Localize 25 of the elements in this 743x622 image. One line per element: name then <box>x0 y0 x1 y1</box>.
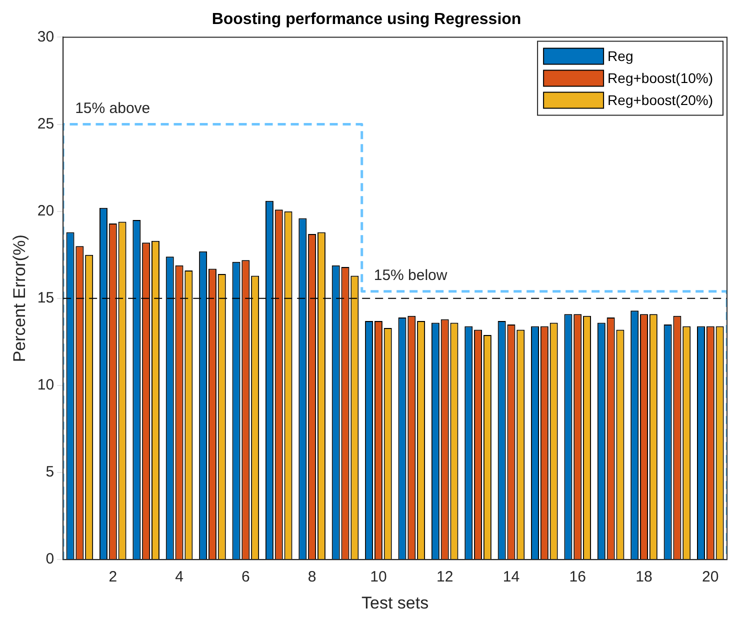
x-tick-label: 20 <box>702 568 719 586</box>
x-tick-label: 4 <box>175 568 184 586</box>
x-tick-label: 2 <box>108 568 118 586</box>
y-tick-label: 10 <box>37 376 54 394</box>
x-tick-label: 18 <box>636 568 652 586</box>
x-axis-title: Test sets <box>361 593 429 612</box>
legend-label: Reg+boost(20%) <box>608 92 713 108</box>
y-axis-title: Percent Error(%) <box>10 234 29 362</box>
x-tick-label: 16 <box>569 568 586 586</box>
legend-label: Reg <box>608 48 634 64</box>
legend-label: Reg+boost(10%) <box>608 70 713 86</box>
y-tick-label: 5 <box>46 464 54 481</box>
y-tick-label: 30 <box>37 28 54 46</box>
y-tick-label: 0 <box>46 550 54 568</box>
y-tick-label: 20 <box>37 202 54 220</box>
annotation: 15% above <box>75 100 150 117</box>
chart-title: Boosting performance using Regression <box>212 11 522 28</box>
y-tick-label: 15 <box>37 290 54 307</box>
x-tick-label: 14 <box>502 568 520 586</box>
y-tick-label: 25 <box>37 115 54 132</box>
x-tick-label: 12 <box>436 568 454 586</box>
x-tick-label: 10 <box>370 568 387 586</box>
annotation: 15% below <box>374 267 448 284</box>
x-tick-label: 8 <box>308 568 316 586</box>
x-tick-label: 6 <box>241 568 250 586</box>
